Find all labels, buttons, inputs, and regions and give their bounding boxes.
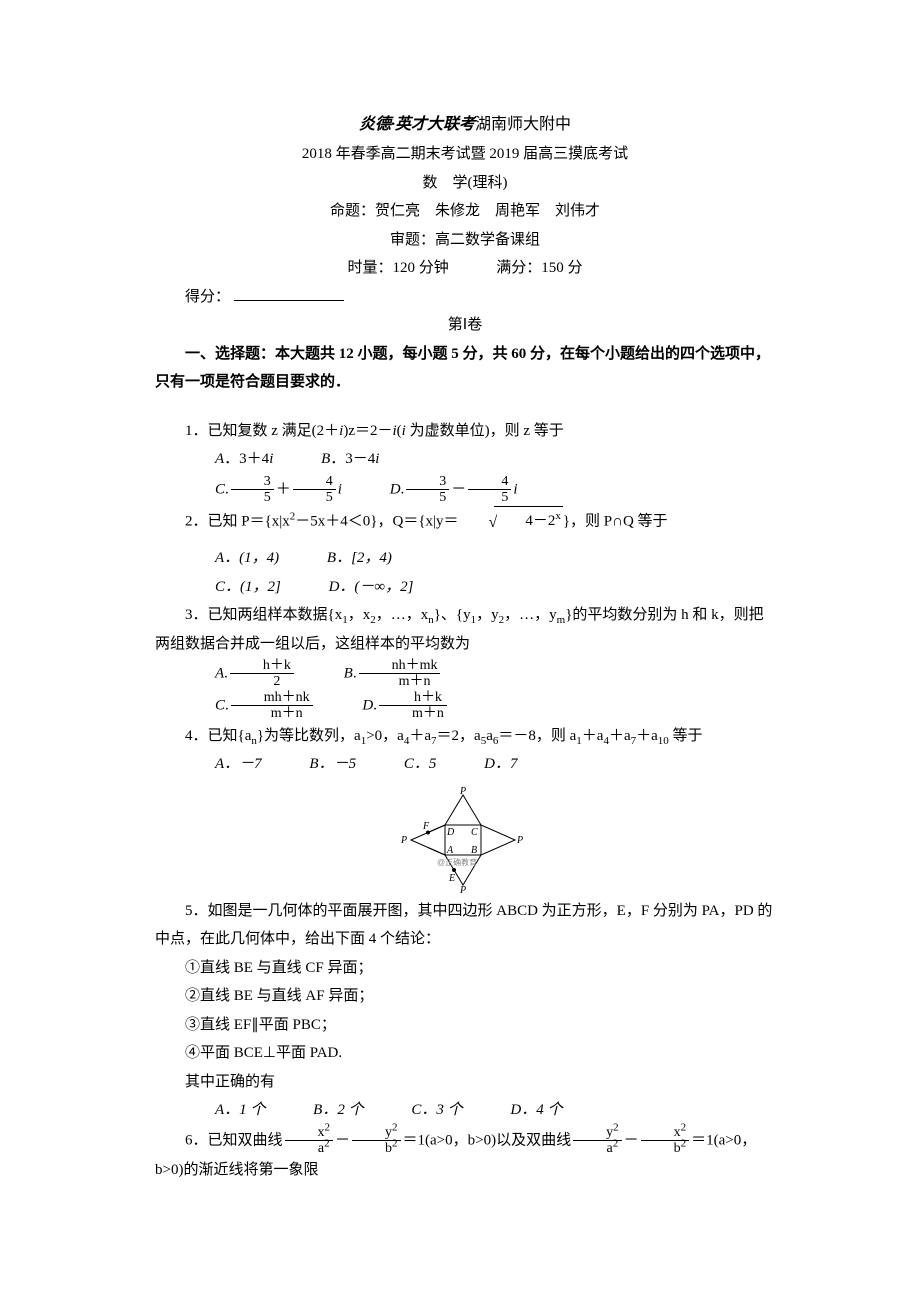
- q2-options-row1: A．(1，4) B．[2，4): [155, 544, 775, 573]
- q3-options-row2: C.mh＋nkm＋n D.h＋km＋n: [155, 690, 775, 722]
- q4-stem: 4．已知{an}为等比数列，a1>0，a4＋a7＝2，a5a6＝－8，则 a1＋…: [155, 722, 775, 751]
- sqrt-icon: √4－2x: [459, 506, 563, 538]
- q5-optA: A．1 个: [185, 1096, 265, 1125]
- q2-optA: A．(1，4): [185, 544, 279, 573]
- subject: 数 学(理科): [155, 169, 775, 198]
- authors-line: 命题：贺仁亮 朱修龙 周艳军 刘伟才: [155, 197, 775, 226]
- q3-options-row1: A.h＋k2 B.nh＋mkm＋n: [155, 658, 775, 690]
- svg-text:P: P: [459, 786, 466, 797]
- q1-options-row1: A．3＋4i B．3－4i: [155, 445, 775, 474]
- q2-optC: C．(1，2]: [185, 573, 281, 602]
- svg-text:P: P: [459, 885, 466, 895]
- geometry-unfold-figure: P P P P A B C D F E @正确教育: [395, 785, 535, 895]
- score-line: 得分：: [155, 283, 775, 312]
- q4-optC: C．5: [374, 750, 437, 779]
- q4-optD: D．7: [454, 750, 517, 779]
- svg-text:E: E: [448, 873, 455, 884]
- q1-optD: D.35－45i: [360, 474, 518, 506]
- svg-text:P: P: [400, 835, 407, 846]
- svg-text:P: P: [516, 835, 523, 846]
- q3-optB: B.nh＋mkm＋n: [314, 658, 443, 690]
- q2-options-row2: C．(1，2] D．(－∞，2]: [155, 573, 775, 602]
- svg-text:C: C: [471, 827, 478, 838]
- q3-optC: C.mh＋nkm＋n: [185, 690, 315, 722]
- q1-optA: A．3＋4i: [185, 445, 273, 474]
- school-name: 湖南师大附中: [475, 116, 571, 133]
- q4-options: A．－7 B．－5 C．5 D．7: [155, 750, 775, 779]
- brand-prefix: 炎德·英才大联考: [359, 116, 475, 133]
- q3-stem: 3．已知两组样本数据{x1，x2，…，xn}、{y1，y2，…，ym}的平均数分…: [155, 601, 775, 658]
- q5-stem: 5．如图是一几何体的平面展开图，其中四边形 ABCD 为正方形，E，F 分别为 …: [155, 897, 775, 954]
- svg-text:D: D: [446, 827, 455, 838]
- q3-optD: D.h＋km＋n: [332, 690, 448, 722]
- q5-c5: 其中正确的有: [155, 1068, 775, 1097]
- q4-optA: A．－7: [185, 750, 262, 779]
- watermark: @正确教育: [437, 857, 477, 867]
- fullmark-label: 满分：: [496, 260, 541, 276]
- q2-optD: D．(－∞，2]: [299, 573, 414, 602]
- q3-optA: A.h＋k2: [185, 658, 296, 690]
- q5-optB: B．2 个: [283, 1096, 363, 1125]
- time-fullmark-line: 时量：120 分钟 满分：150 分: [155, 254, 775, 283]
- authors-label: 命题：: [330, 203, 375, 219]
- score-blank: [234, 300, 344, 301]
- q5-c4: ④平面 BCE⊥平面 PAD.: [155, 1039, 775, 1068]
- duration: 120 分钟: [392, 260, 448, 276]
- q4-optB: B．－5: [279, 750, 356, 779]
- svg-text:A: A: [446, 845, 454, 856]
- svg-text:F: F: [422, 821, 430, 832]
- q5-optD: D．4 个: [480, 1096, 562, 1125]
- q2-optB: B．[2，4): [297, 544, 392, 573]
- review: 高二数学备课组: [435, 232, 540, 248]
- volume-label: 第Ⅰ卷: [155, 311, 775, 340]
- q1-options-row2: C.35＋45i D.35－45i: [155, 474, 775, 506]
- q1-stem: 1．已知复数 z 满足(2＋i)z＝2－i(i 为虚数单位)，则 z 等于: [155, 417, 775, 446]
- exam-header: 炎德·英才大联考湖南师大附中: [155, 110, 775, 140]
- q5-c1: ①直线 BE 与直线 CF 异面；: [155, 954, 775, 983]
- review-label: 审题：: [390, 232, 435, 248]
- q6-stem: 6．已知双曲线x2a2－y2b2＝1(a>0，b>0)以及双曲线y2a2－x2b…: [155, 1125, 775, 1185]
- duration-label: 时量：: [347, 260, 392, 276]
- review-line: 审题：高二数学备课组: [155, 226, 775, 255]
- fullmark: 150 分: [541, 260, 582, 276]
- q1-optC: C.35＋45i: [185, 474, 342, 506]
- exam-title: 2018 年春季高二期末考试暨 2019 届高三摸底考试: [155, 140, 775, 169]
- section1-instruction: 一、选择题：本大题共 12 小题，每小题 5 分，共 60 分，在每个小题给出的…: [155, 340, 775, 397]
- q2-stem: 2．已知 P＝{x|x2－5x＋4＜0}，Q＝{x|y＝√4－2x}，则 P∩Q…: [155, 506, 775, 538]
- q5-c3: ③直线 EF∥平面 PBC；: [155, 1011, 775, 1040]
- q5-c2: ②直线 BE 与直线 AF 异面；: [155, 982, 775, 1011]
- svg-text:B: B: [471, 845, 477, 856]
- q1-optB: B．3－4i: [291, 445, 379, 474]
- authors: 贺仁亮 朱修龙 周艳军 刘伟才: [375, 203, 600, 219]
- score-label: 得分：: [185, 289, 230, 305]
